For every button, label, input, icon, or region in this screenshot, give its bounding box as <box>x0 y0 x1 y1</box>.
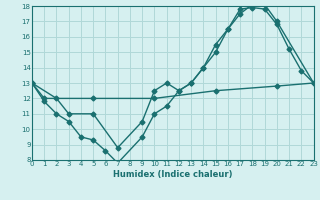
X-axis label: Humidex (Indice chaleur): Humidex (Indice chaleur) <box>113 170 233 179</box>
